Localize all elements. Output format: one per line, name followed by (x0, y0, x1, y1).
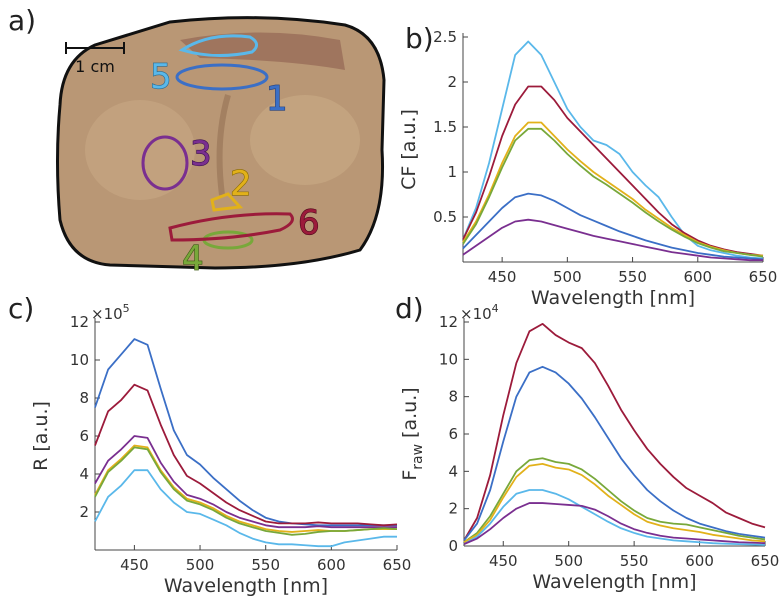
region-label: 3 (190, 134, 212, 174)
series-line (463, 502, 766, 545)
panel-label: d) (395, 292, 424, 325)
series-line (462, 192, 764, 261)
x-tick-label: 450 (489, 552, 518, 570)
y-tick-label: 10 (70, 351, 89, 369)
series-line (94, 338, 397, 527)
y-tick-label: 12 (439, 313, 458, 331)
region-label: 2 (230, 164, 252, 204)
y-axis-label-main: F (399, 470, 421, 481)
y-multiplier: ×105 (91, 302, 130, 323)
x-tick-label: 600 (317, 556, 346, 574)
x-tick-label: 600 (685, 552, 714, 570)
y-tick-label: 2 (447, 73, 457, 91)
panel-a: a) 1 cm 1 2 3 4 5 6 (8, 4, 386, 280)
y-tick-label: 1.5 (433, 118, 457, 136)
y-tick-label: 4 (79, 465, 89, 483)
series-line (462, 40, 764, 260)
scale-bar-label: 1 cm (75, 57, 115, 76)
y-tick-label: 12 (70, 313, 89, 331)
series-line (462, 127, 764, 258)
y-axis-label-sub: raw (410, 444, 426, 470)
y-multiplier: ×104 (460, 302, 499, 323)
x-tick-label: 550 (251, 556, 280, 574)
y-tick-label: 1 (447, 163, 457, 181)
tissue-lobe (85, 100, 195, 200)
tissue-fold (216, 94, 231, 196)
x-tick-label: 650 (749, 268, 778, 286)
y-multiplier-exp: 4 (492, 302, 499, 315)
region-3 (141, 135, 189, 191)
panel-label: a) (8, 4, 36, 37)
y-tick-label: 6 (79, 427, 89, 445)
region-label: 4 (182, 239, 204, 279)
y-tick-label: 8 (448, 388, 458, 406)
x-axis-label: Wavelength [nm] (532, 571, 696, 593)
y-multiplier-exp: 5 (123, 302, 130, 315)
series-line (94, 435, 397, 529)
series-line (463, 322, 766, 541)
y-tick-label: 2 (79, 503, 89, 521)
series-line (94, 446, 398, 536)
y-tick-label: 8 (79, 389, 89, 407)
panel-label: b) (405, 22, 434, 55)
region-label: 6 (298, 203, 320, 243)
series-line (94, 469, 397, 548)
y-axis-label: Fraw [a.u.] (399, 387, 426, 480)
series-line (463, 457, 766, 544)
y-tick-label: 2.5 (433, 28, 457, 46)
y-axis-label: CF [a.u.] (398, 109, 420, 190)
y-tick-label: 6 (448, 425, 458, 443)
x-tick-label: 450 (120, 556, 149, 574)
panel-label: c) (8, 292, 34, 325)
x-axis-label: Wavelength [nm] (164, 575, 328, 596)
region-1 (175, 63, 269, 91)
y-tick-label: 10 (439, 350, 458, 368)
x-tick-label: 650 (751, 552, 780, 570)
y-tick-label: 0.5 (433, 208, 457, 226)
series-line (463, 462, 766, 544)
region-label: 1 (266, 79, 288, 119)
series-line (463, 489, 766, 546)
series-line (463, 365, 766, 541)
region-label: 5 (150, 57, 172, 97)
x-tick-label: 500 (554, 552, 583, 570)
region-6 (168, 212, 294, 242)
y-multiplier-base: ×10 (91, 305, 123, 323)
tissue-lobe (250, 95, 360, 185)
x-axis-label: Wavelength [nm] (531, 287, 695, 309)
region-5 (178, 34, 258, 58)
series-line (94, 383, 398, 527)
series-line (462, 218, 763, 262)
y-multiplier-base: ×10 (460, 305, 492, 323)
y-tick-label: 2 (448, 500, 458, 518)
x-tick-label: 650 (383, 556, 412, 574)
region-2 (210, 192, 244, 212)
x-tick-label: 550 (620, 552, 649, 570)
y-axis-label: R [a.u.] (30, 401, 52, 471)
x-tick-label: 600 (683, 268, 712, 286)
y-axis-label-unit: [a.u.] (399, 387, 421, 438)
y-tick-label: 4 (448, 462, 458, 480)
tissue-shade (180, 32, 345, 70)
y-tick-label: 0 (448, 537, 458, 555)
x-tick-label: 550 (618, 268, 647, 286)
x-tick-label: 450 (488, 268, 517, 286)
x-tick-label: 500 (553, 268, 582, 286)
x-tick-label: 500 (186, 556, 215, 574)
series-line (462, 85, 764, 257)
